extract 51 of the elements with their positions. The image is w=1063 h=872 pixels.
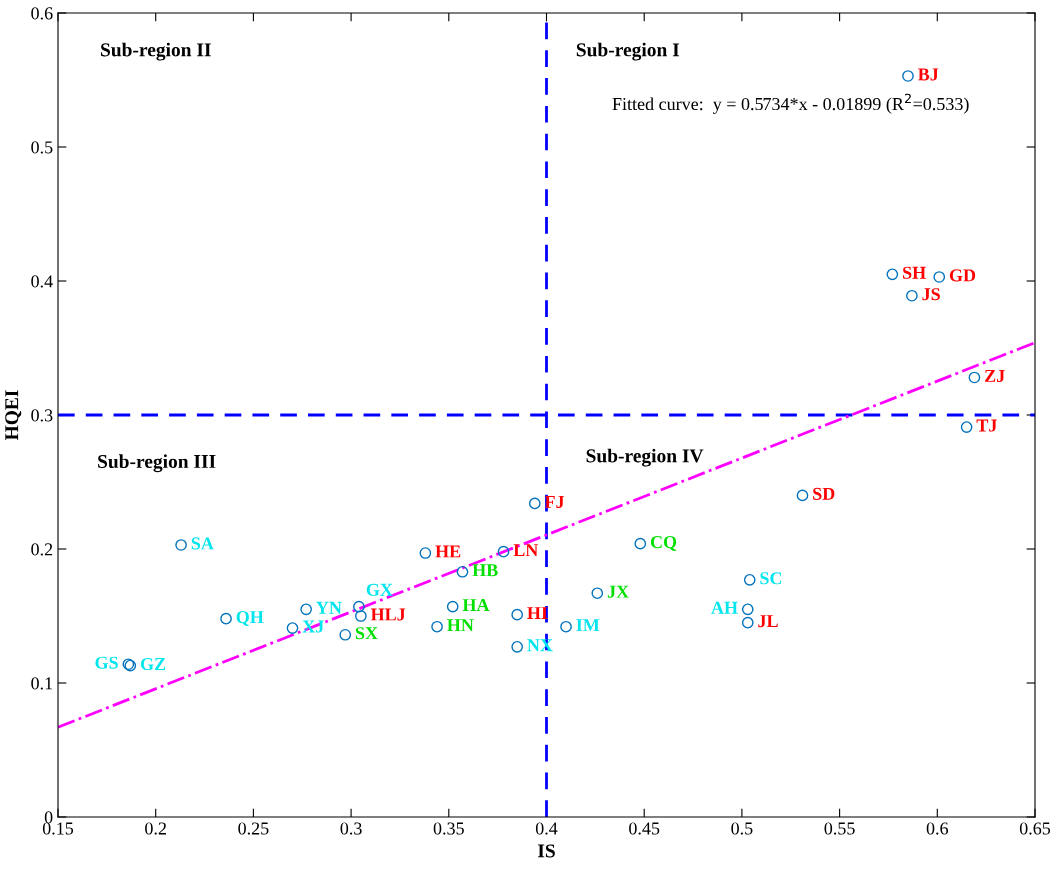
data-label: IM <box>576 619 600 632</box>
data-label: JX <box>607 585 629 598</box>
data-label: JS <box>922 288 940 301</box>
data-label: GX <box>366 583 393 596</box>
y-axis-title: HQEI <box>5 390 22 441</box>
y-tick-label: 0.4 <box>31 275 53 288</box>
annotation: Sub-region III <box>98 454 216 473</box>
annotation: Sub-region I <box>576 42 680 61</box>
data-label: YN <box>316 601 342 614</box>
y-tick-label: 0.3 <box>31 409 53 422</box>
x-tick-label: 0.6 <box>926 822 949 835</box>
data-label: HN <box>447 619 474 632</box>
annotation: Sub-region II <box>101 42 211 61</box>
data-label: JL <box>758 615 778 628</box>
data-label: GD <box>949 269 976 282</box>
y-tick-label: 0.6 <box>31 7 53 20</box>
data-label: ZJ <box>985 370 1005 382</box>
y-tick-label: 0.2 <box>31 543 53 556</box>
y-tick-label: 0 <box>44 811 53 824</box>
x-tick-label: 0.25 <box>238 822 269 835</box>
data-label: BJ <box>918 68 939 81</box>
x-tick-label: 0.35 <box>433 822 464 835</box>
x-tick-label: 0.55 <box>824 822 855 835</box>
x-axis-title: IS <box>537 844 555 858</box>
data-label: TJ <box>976 419 997 432</box>
annotation: Fitted curve: y = 0.5734*x - 0.01899 (R$^{2}$=0.533) <box>612 93 969 114</box>
annotation: Sub-region IV <box>586 448 704 467</box>
x-tick-label: 0.65 <box>1019 822 1051 835</box>
x-tick-label: 0.4 <box>535 822 558 835</box>
data-label: CQ <box>650 536 677 551</box>
x-tick-label: 0.2 <box>145 822 166 835</box>
x-tick-label: 0.45 <box>629 822 660 835</box>
data-label: LN <box>513 544 539 557</box>
data-label: HLJ <box>370 608 406 621</box>
data-label: HA <box>462 599 490 611</box>
data-label: SD <box>813 487 835 500</box>
data-label: HE <box>435 545 461 558</box>
data-label: SA <box>191 537 214 550</box>
data-label: AH <box>711 601 738 614</box>
x-tick-label: 0.3 <box>340 822 362 835</box>
x-tick-label: 0.5 <box>731 822 753 835</box>
data-label: SH <box>903 266 926 279</box>
y-tick-label: 0.5 <box>31 141 53 154</box>
y-tick-label: 0.1 <box>31 677 53 690</box>
data-label: SC <box>760 572 782 585</box>
data-label: SX <box>355 627 378 640</box>
data-label: QH <box>236 611 264 626</box>
x-tick-label: 0.15 <box>42 822 74 835</box>
data-label: GZ <box>140 657 166 671</box>
data-label: GS <box>95 656 118 669</box>
data-label: HB <box>472 564 498 577</box>
